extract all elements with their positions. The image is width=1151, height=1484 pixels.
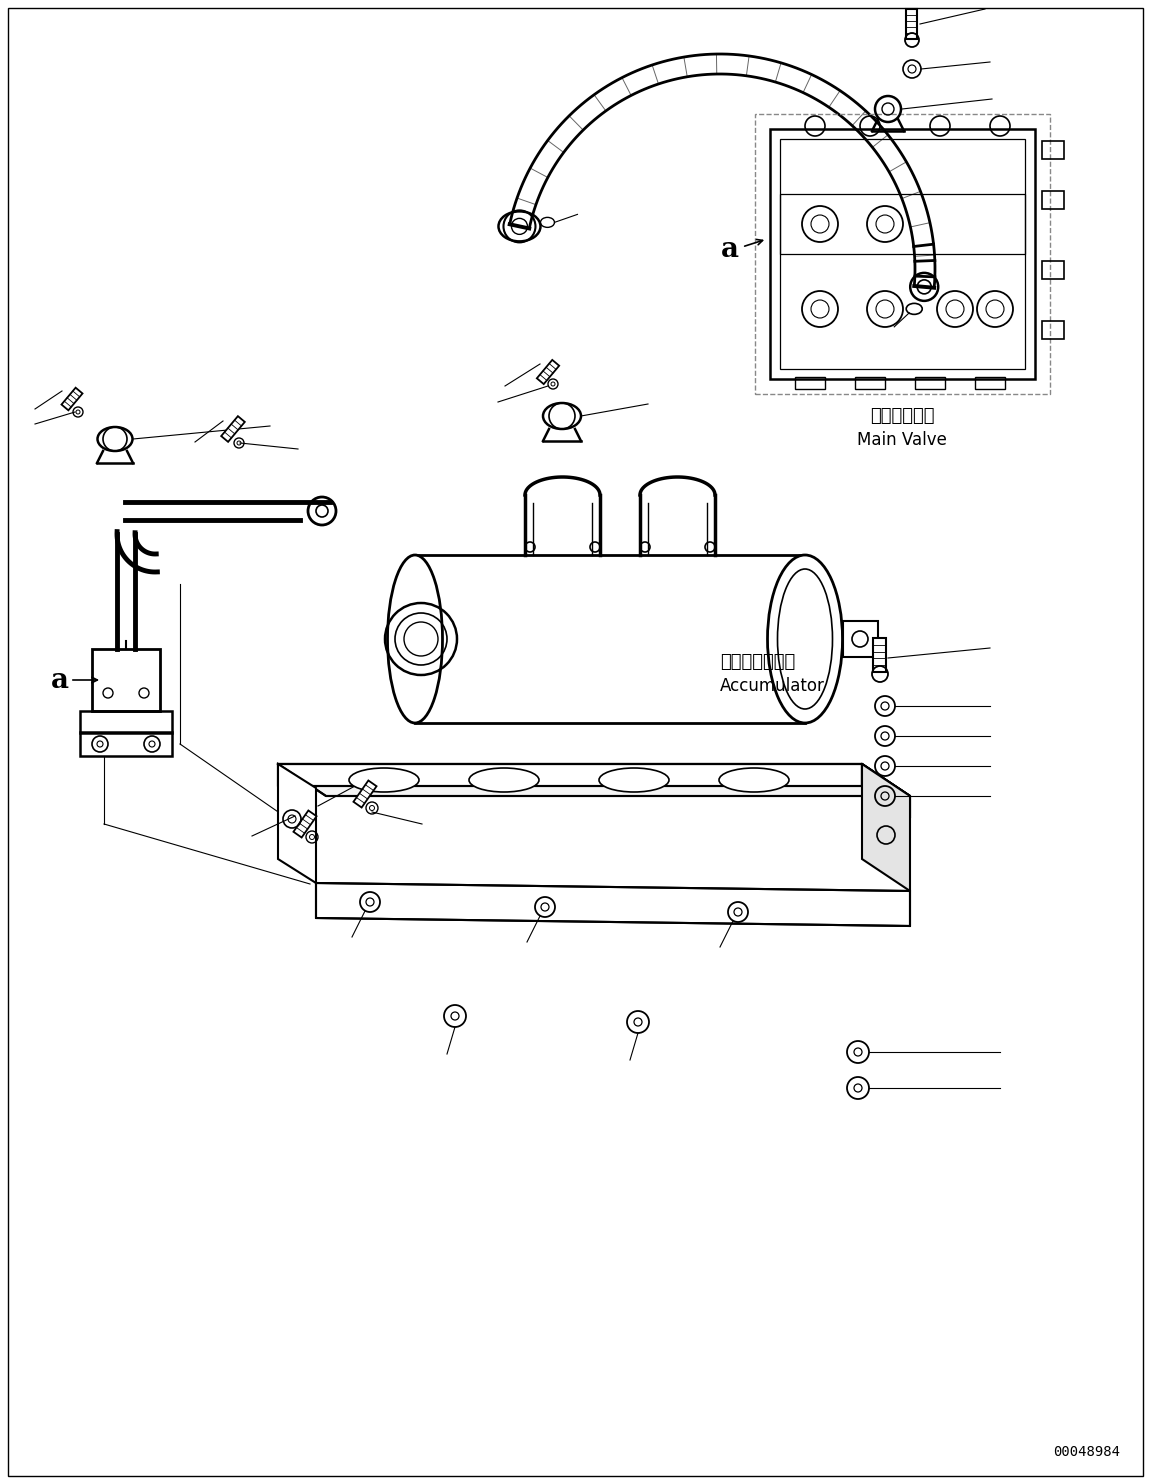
Text: 00048984: 00048984 [1053, 1445, 1120, 1459]
Bar [1042, 261, 1064, 279]
Polygon shape [279, 764, 317, 883]
Bar [81, 711, 171, 733]
Text: a: a [51, 666, 69, 693]
Polygon shape [353, 781, 376, 807]
Polygon shape [874, 638, 886, 672]
Bar [975, 377, 1005, 389]
Ellipse shape [719, 769, 788, 792]
Polygon shape [317, 883, 910, 926]
Polygon shape [416, 555, 805, 723]
Bar [755, 114, 1050, 393]
Text: アキュムレータ: アキュムレータ [721, 653, 795, 671]
Polygon shape [61, 387, 83, 410]
Bar [855, 377, 885, 389]
Ellipse shape [349, 769, 419, 792]
Bar [1042, 141, 1064, 159]
Polygon shape [279, 764, 910, 795]
Bar [843, 620, 878, 657]
Polygon shape [221, 416, 245, 442]
Text: Main Valve: Main Valve [857, 430, 947, 450]
Bar [1042, 321, 1064, 338]
Polygon shape [862, 764, 910, 890]
Ellipse shape [768, 555, 843, 723]
Polygon shape [907, 9, 917, 39]
Text: メインバルブ: メインバルブ [870, 407, 935, 424]
Bar [1042, 191, 1064, 209]
Ellipse shape [599, 769, 669, 792]
Text: Accumulator: Accumulator [721, 677, 825, 695]
Bar [915, 377, 945, 389]
Polygon shape [294, 810, 317, 837]
Bar [795, 377, 825, 389]
Polygon shape [279, 764, 862, 787]
Ellipse shape [468, 769, 539, 792]
Bar [780, 194, 1026, 254]
Polygon shape [536, 361, 559, 384]
Bar [780, 139, 1026, 370]
Bar [770, 129, 1035, 378]
Bar [81, 732, 171, 755]
Bar [92, 649, 160, 711]
Ellipse shape [388, 555, 442, 723]
Text: a: a [721, 236, 739, 263]
Polygon shape [862, 764, 910, 818]
